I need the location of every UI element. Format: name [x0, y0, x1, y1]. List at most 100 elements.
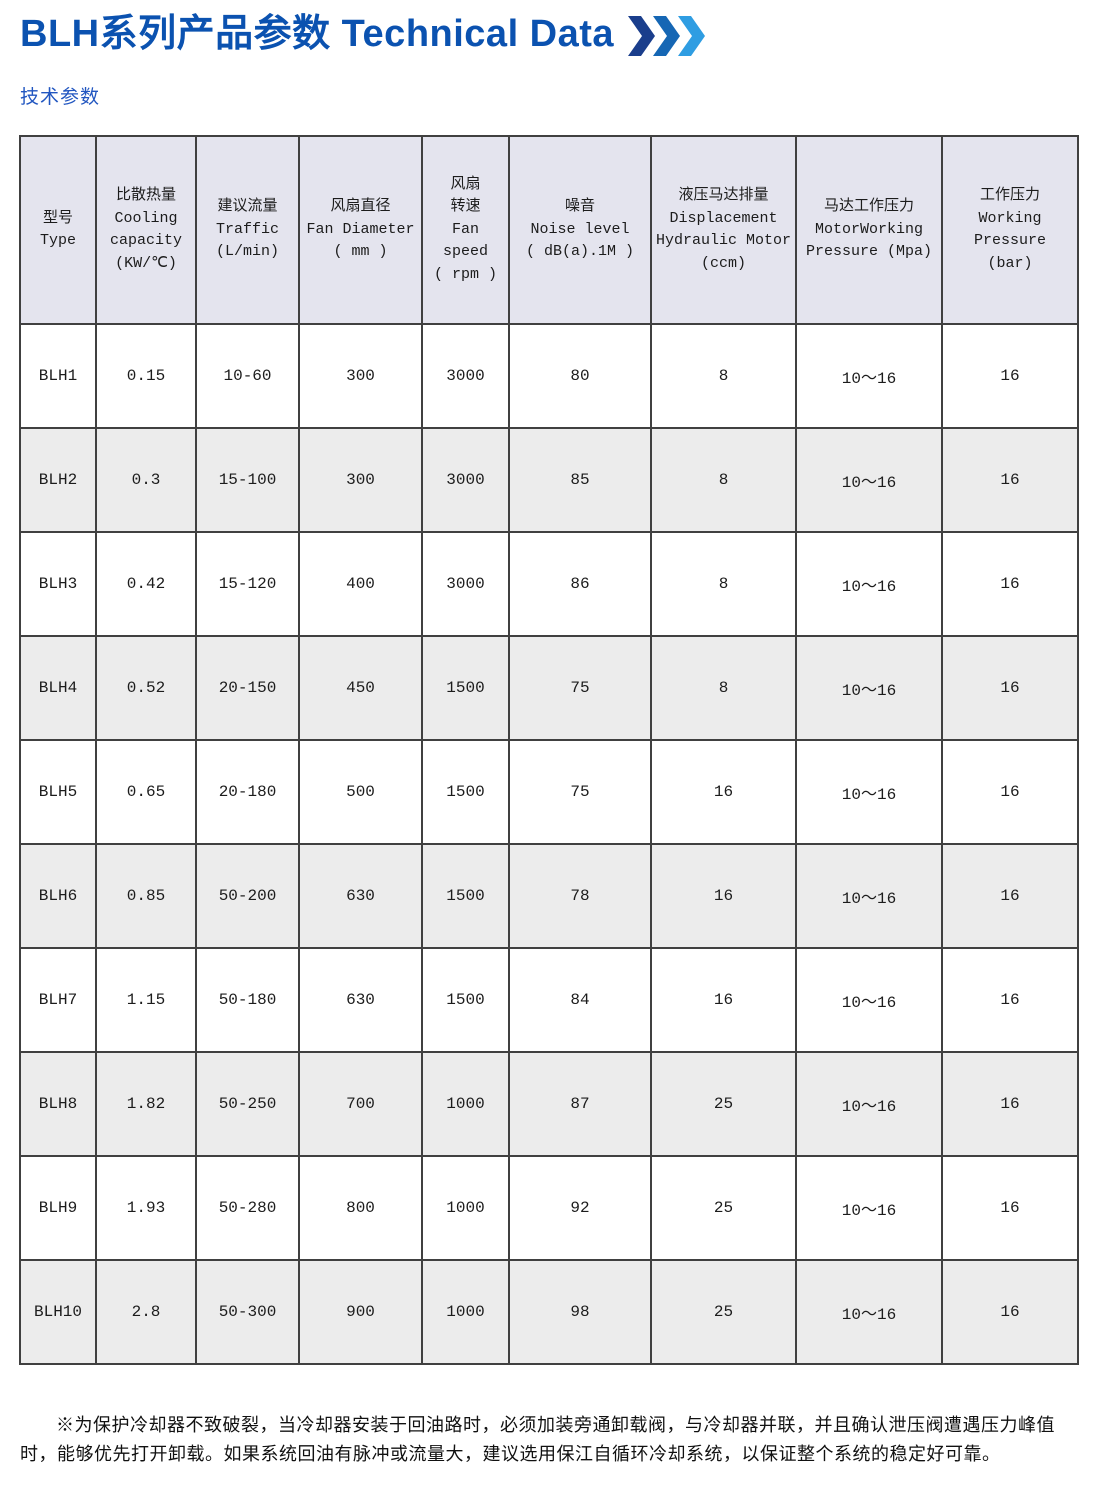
cell-fan-speed: 1000	[421, 1051, 510, 1157]
cell-type: BLH4	[19, 635, 97, 741]
table-row: BLH10 2.8 50-300 900 1000 98 25 10～16 16	[19, 1259, 1079, 1365]
table-header: 型号 Type 比散热量 Cooling capacity (KW/℃) 建议流量 …	[19, 135, 1079, 325]
cell-working-pressure: 16	[941, 843, 1079, 949]
cell-motor-pressure: 10～16	[795, 947, 943, 1053]
cell-displacement: 16	[650, 739, 797, 845]
cell-working-pressure: 16	[941, 531, 1079, 637]
cell-type: BLH2	[19, 427, 97, 533]
cell-displacement: 8	[650, 427, 797, 533]
triple-chevron-icon	[628, 16, 706, 56]
table-row: BLH3 0.42 15-120 400 3000 86 8 10～16 16	[19, 531, 1079, 637]
cell-cooling-capacity: 1.15	[95, 947, 197, 1053]
cell-fan-speed: 1500	[421, 635, 510, 741]
cell-displacement: 8	[650, 323, 797, 429]
cell-cooling-capacity: 1.82	[95, 1051, 197, 1157]
cell-type: BLH3	[19, 531, 97, 637]
cell-motor-pressure: 10～16	[795, 531, 943, 637]
cell-fan-diameter: 630	[298, 947, 423, 1053]
cell-cooling-capacity: 0.52	[95, 635, 197, 741]
footnote-line-2: 时，能够优先打开卸载。如果系统回油有脉冲或流量大，建议选用保江自循环冷却系统，以…	[20, 1444, 1001, 1464]
cell-working-pressure: 16	[941, 1155, 1079, 1261]
column-header-noise-level: 噪音 Noise level ( dB(a).1M )	[508, 135, 652, 325]
cell-cooling-capacity: 0.42	[95, 531, 197, 637]
cell-displacement: 16	[650, 947, 797, 1053]
cell-noise-level: 98	[508, 1259, 652, 1365]
cell-traffic: 50-180	[195, 947, 300, 1053]
cell-traffic: 50-250	[195, 1051, 300, 1157]
cell-type: BLH6	[19, 843, 97, 949]
table-row: BLH9 1.93 50-280 800 1000 92 25 10～16 16	[19, 1155, 1079, 1261]
cell-fan-speed: 1500	[421, 739, 510, 845]
cell-fan-diameter: 300	[298, 323, 423, 429]
title-row: BLH系列产品参数 Technical Data	[20, 13, 1100, 56]
cell-working-pressure: 16	[941, 1051, 1079, 1157]
cell-fan-diameter: 300	[298, 427, 423, 533]
cell-traffic: 15-100	[195, 427, 300, 533]
cell-traffic: 15-120	[195, 531, 300, 637]
cell-fan-diameter: 700	[298, 1051, 423, 1157]
cell-cooling-capacity: 1.93	[95, 1155, 197, 1261]
page-title: BLH系列产品参数 Technical Data	[20, 13, 615, 56]
cell-working-pressure: 16	[941, 739, 1079, 845]
cell-cooling-capacity: 0.3	[95, 427, 197, 533]
table-row: BLH8 1.82 50-250 700 1000 87 25 10～16 16	[19, 1051, 1079, 1157]
cell-traffic: 20-180	[195, 739, 300, 845]
cell-motor-pressure: 10～16	[795, 323, 943, 429]
cell-working-pressure: 16	[941, 947, 1079, 1053]
cell-motor-pressure: 10～16	[795, 843, 943, 949]
table-row: BLH5 0.65 20-180 500 1500 75 16 10～16 16	[19, 739, 1079, 845]
cell-type: BLH5	[19, 739, 97, 845]
technical-data-table: 型号 Type 比散热量 Cooling capacity (KW/℃) 建议流量 …	[19, 135, 1079, 1365]
cell-motor-pressure: 10～16	[795, 1155, 943, 1261]
table-row: BLH2 0.3 15-100 300 3000 85 8 10～16 16	[19, 427, 1079, 533]
cell-cooling-capacity: 0.65	[95, 739, 197, 845]
cell-type: BLH10	[19, 1259, 97, 1365]
cell-noise-level: 75	[508, 739, 652, 845]
cell-noise-level: 75	[508, 635, 652, 741]
cell-motor-pressure: 10～16	[795, 1259, 943, 1365]
cell-motor-pressure: 10～16	[795, 635, 943, 741]
cell-noise-level: 78	[508, 843, 652, 949]
cell-type: BLH9	[19, 1155, 97, 1261]
cell-fan-diameter: 400	[298, 531, 423, 637]
cell-type: BLH1	[19, 323, 97, 429]
cell-cooling-capacity: 2.8	[95, 1259, 197, 1365]
cell-type: BLH8	[19, 1051, 97, 1157]
table-header-row: 型号 Type 比散热量 Cooling capacity (KW/℃) 建议流量 …	[19, 135, 1079, 325]
footnote-line-1: ※为保护冷却器不致破裂，当冷却器安装于回油路时，必须加装旁通卸载阀，与冷却器并联…	[56, 1415, 1055, 1435]
cell-noise-level: 85	[508, 427, 652, 533]
table-row: BLH1 0.15 10-60 300 3000 80 8 10～16 16	[19, 323, 1079, 429]
cell-fan-speed: 1000	[421, 1155, 510, 1261]
cell-displacement: 25	[650, 1155, 797, 1261]
cell-noise-level: 92	[508, 1155, 652, 1261]
column-header-displacement: 液压马达排量 Displacement Hydraulic Motor (ccm…	[650, 135, 797, 325]
cell-noise-level: 84	[508, 947, 652, 1053]
table-row: BLH7 1.15 50-180 630 1500 84 16 10～16 16	[19, 947, 1079, 1053]
cell-motor-pressure: 10～16	[795, 1051, 943, 1157]
cell-displacement: 25	[650, 1051, 797, 1157]
cell-traffic: 20-150	[195, 635, 300, 741]
cell-fan-speed: 3000	[421, 323, 510, 429]
column-header-type: 型号 Type	[19, 135, 97, 325]
cell-traffic: 50-280	[195, 1155, 300, 1261]
cell-displacement: 8	[650, 635, 797, 741]
cell-fan-speed: 1000	[421, 1259, 510, 1365]
cell-working-pressure: 16	[941, 1259, 1079, 1365]
cell-cooling-capacity: 0.15	[95, 323, 197, 429]
footnote: ※为保护冷却器不致破裂，当冷却器安装于回油路时，必须加装旁通卸载阀，与冷却器并联…	[20, 1411, 1080, 1469]
cell-traffic: 50-200	[195, 843, 300, 949]
cell-fan-diameter: 630	[298, 843, 423, 949]
cell-working-pressure: 16	[941, 427, 1079, 533]
cell-working-pressure: 16	[941, 323, 1079, 429]
cell-fan-speed: 1500	[421, 947, 510, 1053]
cell-displacement: 8	[650, 531, 797, 637]
cell-traffic: 10-60	[195, 323, 300, 429]
cell-noise-level: 80	[508, 323, 652, 429]
cell-fan-speed: 1500	[421, 843, 510, 949]
column-header-traffic: 建议流量 Traffic (L/min)	[195, 135, 300, 325]
cell-displacement: 25	[650, 1259, 797, 1365]
cell-fan-diameter: 900	[298, 1259, 423, 1365]
column-header-motor-pressure: 马达工作压力 MotorWorking Pressure (Mpa)	[795, 135, 943, 325]
column-header-cooling-capacity: 比散热量 Cooling capacity (KW/℃)	[95, 135, 197, 325]
cell-traffic: 50-300	[195, 1259, 300, 1365]
